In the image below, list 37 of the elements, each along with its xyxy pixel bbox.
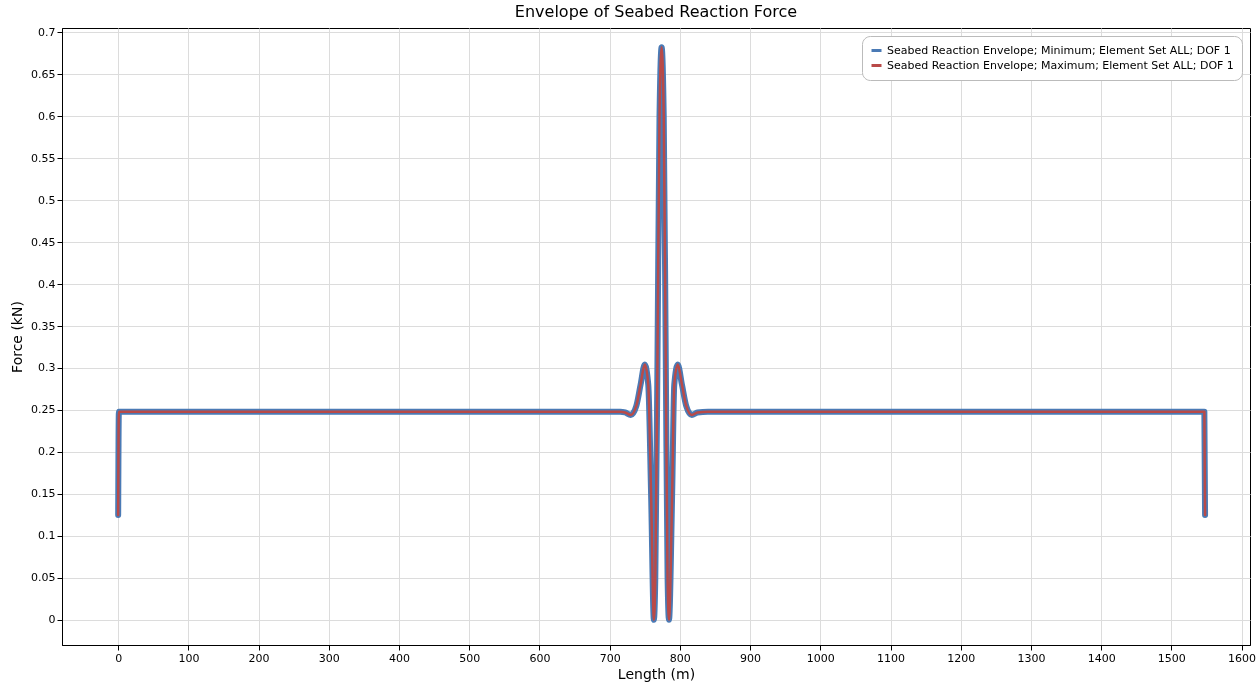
y-tick-label: 0.25 [31,403,56,417]
y-tick-label: 0.65 [31,67,56,81]
y-tick-label: 0.55 [31,151,56,165]
legend-label: Seabed Reaction Envelope; Minimum; Element Set ALL; DOF 1 [887,43,1231,57]
chart-title: Envelope of Seabed Reaction Force [514,2,798,22]
y-tick-label: 0.1 [38,529,56,543]
x-axis-title: Length (m) [617,665,696,682]
legend-label: Seabed Reaction Envelope; Maximum; Element Set ALL; DOF 1 [887,58,1234,72]
x-tick-label: 1000 [806,651,835,665]
x-tick-label: 500 [459,651,481,665]
x-tick-label: 200 [248,651,270,665]
x-tick-label: 100 [178,651,200,665]
y-tick-label: 0.35 [31,319,56,333]
x-tick-label: 600 [529,651,551,665]
y-tick-label: 0.15 [31,487,56,501]
x-tick-label: 900 [740,651,762,665]
x-tick-label: 1600 [1228,651,1257,665]
y-tick-label: 0.4 [38,277,56,291]
y-tick-label: 0.7 [38,25,56,39]
x-tick-label: 1300 [1017,651,1046,665]
x-tick-label: 1500 [1157,651,1186,665]
x-tick-label: 0 [115,651,123,665]
y-tick-label: 0 [48,613,56,627]
x-tick-label: 1200 [947,651,976,665]
x-tick-label: 400 [389,651,411,665]
y-tick-label: 0.3 [38,361,56,375]
y-tick-label: 0.6 [38,109,56,123]
y-tick-label: 0.05 [31,571,56,585]
y-tick-label: 0.5 [38,193,56,207]
y-tick-label: 0.2 [38,445,56,459]
x-tick-label: 800 [669,651,691,665]
x-tick-label: 300 [318,651,340,665]
x-tick-label: 1400 [1087,651,1116,665]
x-tick-label: 1100 [877,651,906,665]
y-tick-label: 0.45 [31,235,56,249]
y-axis-title: Force (kN) [9,301,26,373]
x-tick-label: 700 [599,651,621,665]
